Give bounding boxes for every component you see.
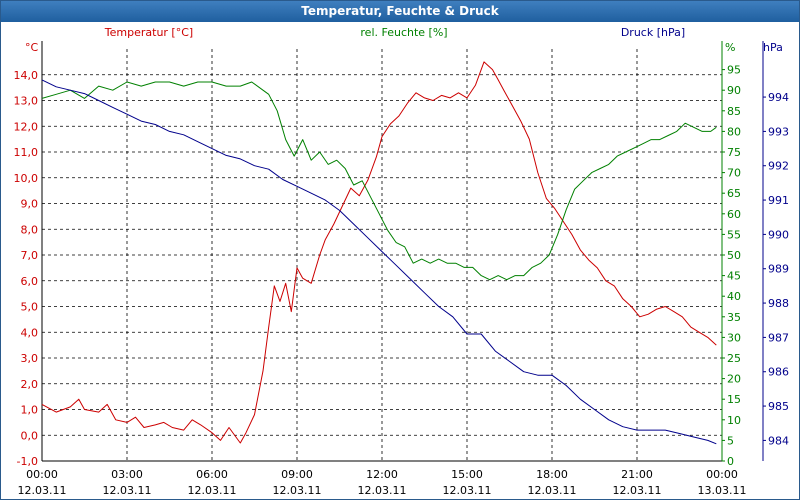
temperature-tick-label: 5,0 xyxy=(21,301,39,314)
temperature-tick-label: 3,0 xyxy=(21,352,39,365)
temperature-tick-label: 0,0 xyxy=(21,429,39,442)
x-tick-time-label: 09:00 xyxy=(281,468,313,481)
humidity-tick-label: 25 xyxy=(727,352,741,365)
x-tick-date-label: 12.03.11 xyxy=(18,484,67,497)
pressure-tick-label: 992 xyxy=(768,160,789,173)
pressure-tick-label: 989 xyxy=(768,263,789,276)
humidity-tick-label: 5 xyxy=(727,434,734,447)
temperature-tick-label: 11,0 xyxy=(14,146,39,159)
humidity-tick-label: 10 xyxy=(727,414,741,427)
x-tick-time-label: 03:00 xyxy=(111,468,143,481)
x-tick-time-label: 00:00 xyxy=(26,468,58,481)
pressure-tick-label: 991 xyxy=(768,194,789,207)
x-tick-date-label: 12.03.11 xyxy=(273,484,322,497)
temperature-tick-label: 13,0 xyxy=(14,95,39,108)
humidity-unit-label: % xyxy=(725,41,735,54)
humidity-tick-label: 95 xyxy=(727,64,741,77)
pressure-tick-label: 994 xyxy=(768,91,789,104)
x-tick-date-label: 13.03.11 xyxy=(698,484,747,497)
humidity-tick-label: 85 xyxy=(727,105,741,118)
x-tick-date-label: 12.03.11 xyxy=(103,484,152,497)
x-tick-date-label: 12.03.11 xyxy=(528,484,577,497)
humidity-tick-label: 55 xyxy=(727,228,741,241)
x-tick-time-label: 00:00 xyxy=(706,468,738,481)
pressure-series-line xyxy=(41,79,717,445)
grid xyxy=(42,49,722,462)
temperature-tick-label: 10,0 xyxy=(14,172,39,185)
humidity-tick-label: 0 xyxy=(727,455,734,468)
temperature-tick-label: 8,0 xyxy=(21,223,39,236)
temperature-tick-label: 1,0 xyxy=(21,404,39,417)
humidity-tick-label: 35 xyxy=(727,311,741,324)
temperature-tick-label: 2,0 xyxy=(21,378,39,391)
humidity-tick-label: 20 xyxy=(727,373,741,386)
humidity-tick-label: 90 xyxy=(727,84,741,97)
pressure-tick-label: 986 xyxy=(768,366,789,379)
temperature-tick-label: 9,0 xyxy=(21,198,39,211)
pressure-tick-label: 988 xyxy=(768,297,789,310)
pressure-axis-label: Druck [hPa] xyxy=(621,26,685,39)
temperature-tick-label: 6,0 xyxy=(21,275,39,288)
pressure-tick-label: 993 xyxy=(768,125,789,138)
x-tick-date-label: 12.03.11 xyxy=(188,484,237,497)
humidity-tick-label: 75 xyxy=(727,146,741,159)
series-group xyxy=(41,61,717,445)
temperature-axis-label: Temperatur [°C] xyxy=(104,26,193,39)
humidity-tick-label: 30 xyxy=(727,331,741,344)
x-tick-date-label: 12.03.11 xyxy=(358,484,407,497)
humidity-tick-label: 40 xyxy=(727,290,741,303)
x-tick-time-label: 18:00 xyxy=(536,468,568,481)
pressure-tick-label: 985 xyxy=(768,400,789,413)
pressure-tick-label: 984 xyxy=(768,434,789,447)
axes xyxy=(41,41,766,462)
humidity-tick-label: 45 xyxy=(727,270,741,283)
humidity-tick-label: 50 xyxy=(727,249,741,262)
pressure-unit-label: hPa xyxy=(763,41,783,54)
x-tick-date-label: 12.03.11 xyxy=(443,484,492,497)
x-tick-time-label: 15:00 xyxy=(451,468,483,481)
temperature-tick-label: 7,0 xyxy=(21,249,39,262)
pressure-tick-label: 987 xyxy=(768,331,789,344)
temperature-series-line xyxy=(41,61,717,444)
temperature-tick-label: 12,0 xyxy=(14,120,39,133)
window-title: Temperatur, Feuchte & Druck xyxy=(1,1,799,22)
humidity-tick-label: 65 xyxy=(727,187,741,200)
temperature-tick-label: 4,0 xyxy=(21,326,39,339)
humidity-axis-label: rel. Feuchte [%] xyxy=(360,26,447,39)
humidity-series-line xyxy=(41,81,717,281)
temperature-tick-label: 14,0 xyxy=(14,69,39,82)
humidity-tick-label: 80 xyxy=(727,125,741,138)
x-tick-time-label: 06:00 xyxy=(196,468,228,481)
temperature-unit-label: °C xyxy=(25,41,39,54)
humidity-tick-label: 70 xyxy=(727,167,741,180)
x-tick-time-label: 12:00 xyxy=(366,468,398,481)
humidity-tick-label: 15 xyxy=(727,393,741,406)
x-tick-time-label: 21:00 xyxy=(621,468,653,481)
tick-labels: -1,0 0,0 1,0 2,0 3,0 4,0 5,0 6,0 7,0 8,0 9,0 10,0 11… xyxy=(14,64,790,497)
pressure-tick-label: 990 xyxy=(768,228,789,241)
temperature-tick-label: -1,0 xyxy=(17,455,38,468)
humidity-tick-label: 60 xyxy=(727,208,741,221)
x-tick-date-label: 12.03.11 xyxy=(613,484,662,497)
